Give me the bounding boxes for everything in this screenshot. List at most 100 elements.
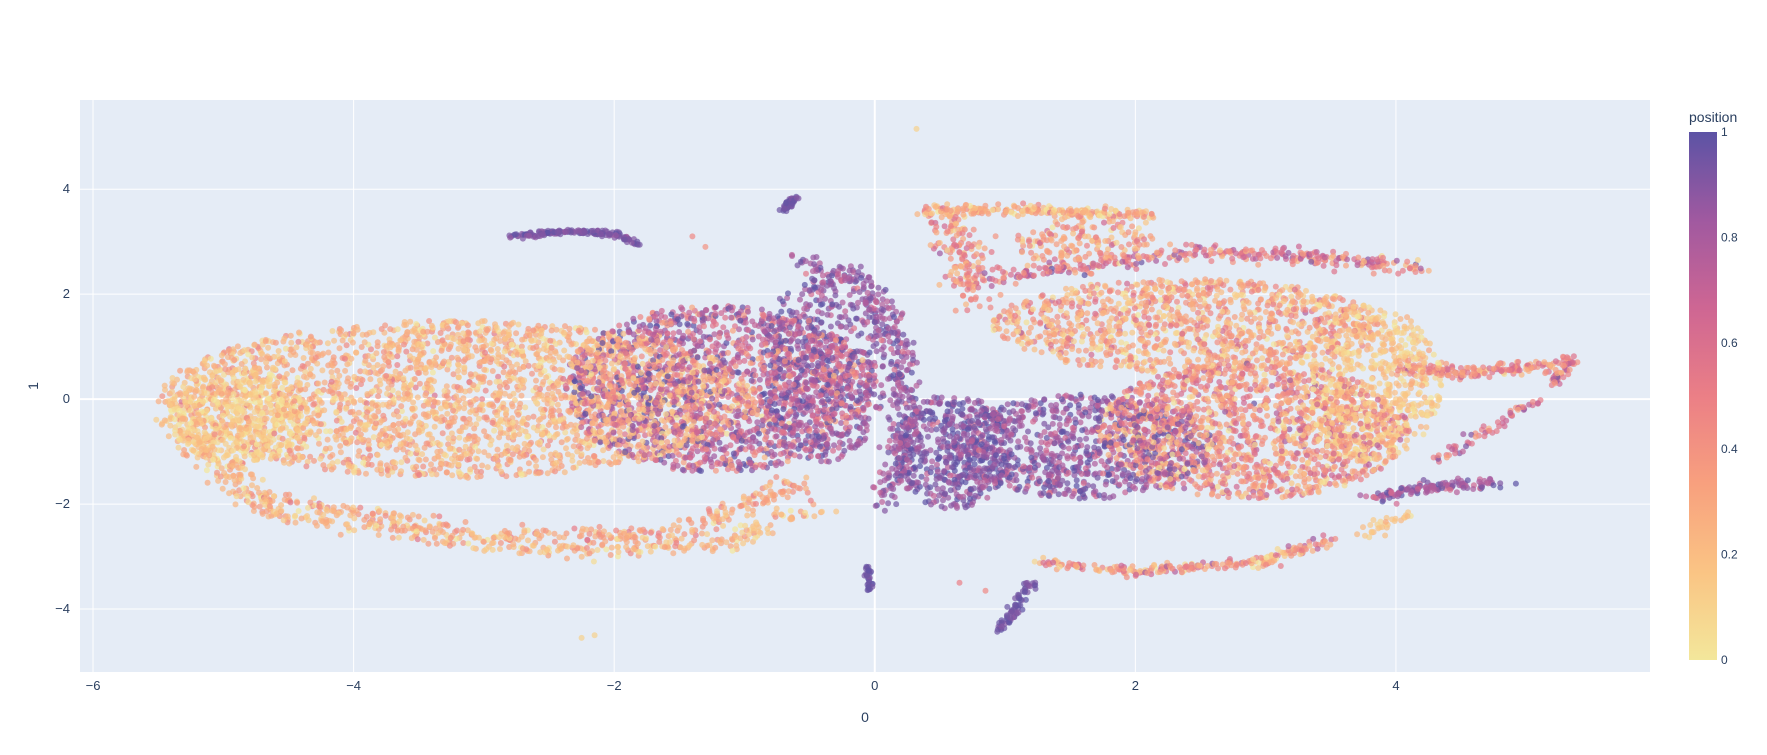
scatter-point [343,331,349,337]
scatter-point [413,464,419,470]
scatter-point [1158,289,1164,295]
scatter-point [327,454,333,460]
scatter-point [1310,536,1316,542]
scatter-point [396,535,402,541]
scatter-point [1005,401,1011,407]
scatter-point [421,537,427,543]
scatter-point [925,434,931,440]
scatter-point [1195,491,1201,497]
scatter-point [1254,357,1260,363]
scatter-point [799,291,805,297]
scatter-point [531,414,537,420]
scatter-point [305,505,311,511]
scatter-point [1050,349,1056,355]
scatter-point [993,233,999,239]
scatter-point [1214,471,1220,477]
scatter-point [326,350,332,356]
scatter-point [1320,350,1326,356]
scatter-point [1083,317,1089,323]
scatter-point [882,508,888,514]
scatter-point [395,326,401,332]
scatter-point [668,311,674,317]
scatter-point [1284,333,1290,339]
scatter-point [1074,477,1080,483]
scatter-point [1398,316,1404,322]
scatter-point [470,545,476,551]
scatter-point [1063,286,1069,292]
scatter-point [1113,364,1119,370]
scatter-point [1257,315,1263,321]
scatter-point [1426,268,1432,274]
scatter-point [1298,359,1304,365]
scatter-point [1415,257,1421,263]
scatter-point [597,524,603,530]
scatter-point [273,340,279,346]
scatter-point [1067,402,1073,408]
scatter-point [1259,441,1265,447]
scatter-point [381,349,387,355]
scatter-point [211,363,217,369]
scatter-point [1011,267,1017,273]
scatter-point [556,534,562,540]
scatter-point [1066,320,1072,326]
scatter-point [893,501,899,507]
scatter-point [808,498,814,504]
scatter-point [1156,309,1162,315]
scatter-point [1299,457,1305,463]
scatter-point [1361,382,1367,388]
scatter-point [1077,240,1083,246]
scatter-point [842,308,848,314]
scatter-point [468,402,474,408]
scatter-point [725,350,731,356]
scatter-point [995,201,1001,207]
scatter-point [608,552,614,558]
scatter-point [1195,357,1201,363]
scatter-point [1036,265,1042,271]
scatter-point [430,370,436,376]
scatter-point [1393,311,1399,317]
scatter-point [1133,266,1139,272]
scatter-point [871,343,877,349]
scatter-point [398,459,404,465]
scatter-point [720,324,726,330]
scatter-point [526,460,532,466]
scatter-point [934,230,940,236]
scatter-point [917,463,923,469]
scatter-point [1412,431,1418,437]
scatter-point [1115,289,1121,295]
scatter-point [1063,350,1069,356]
scatter-point [1167,241,1173,247]
scatter-point [818,458,824,464]
scatter-point [1054,221,1060,227]
scatter-point [971,227,977,233]
scatter-point [1174,299,1180,305]
scatter-point [1144,242,1150,248]
scatter-point [1351,425,1357,431]
scatter-point [841,448,847,454]
scatter-point [342,368,348,374]
scatter-point [1383,375,1389,381]
scatter-point [444,469,450,475]
scatter-point [516,322,522,328]
scatter-point [1210,454,1216,460]
scatter-point [1179,292,1185,298]
scatter-point [416,514,422,520]
scatter-point [713,526,719,532]
scatter-point [446,435,452,441]
scatter-point [1290,464,1296,470]
scatter-point [803,475,809,481]
scatter-point [639,353,645,359]
scatter-point [942,223,948,229]
scatter-point [584,329,590,335]
scatter-point [371,434,377,440]
scatter-point [712,545,718,551]
scatter-point [595,547,601,553]
scatter-point [1331,269,1337,275]
scatter-point [338,532,344,538]
scatter-point [256,490,262,496]
scatter-point [1321,263,1327,269]
scatter-point [1419,410,1425,416]
scatter-point [322,380,328,386]
scatter-point [1232,314,1238,320]
scatter-point [436,513,442,519]
